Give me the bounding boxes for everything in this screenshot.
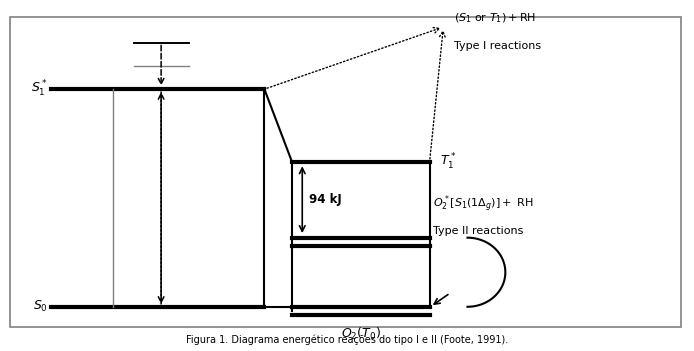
Text: Type I reactions: Type I reactions: [454, 41, 541, 51]
Text: 94 kJ: 94 kJ: [309, 193, 342, 206]
Text: $T_1^*$: $T_1^*$: [440, 152, 457, 172]
Text: $S_1^*$: $S_1^*$: [31, 79, 47, 99]
Text: $O_2(T_0)$: $O_2(T_0)$: [341, 326, 381, 342]
Text: Figura 1. Diagrama energético reações do tipo I e II (Foote, 1991).: Figura 1. Diagrama energético reações do…: [186, 334, 508, 345]
Text: $(S_1$ or $T_1)+$RH: $(S_1$ or $T_1)+$RH: [454, 12, 536, 25]
Text: $O_2^*[S_1(1\Delta_g)] +$ RH: $O_2^*[S_1(1\Delta_g)] +$ RH: [433, 193, 534, 214]
Text: $S_0$: $S_0$: [33, 299, 47, 314]
Text: Type II reactions: Type II reactions: [433, 226, 523, 236]
